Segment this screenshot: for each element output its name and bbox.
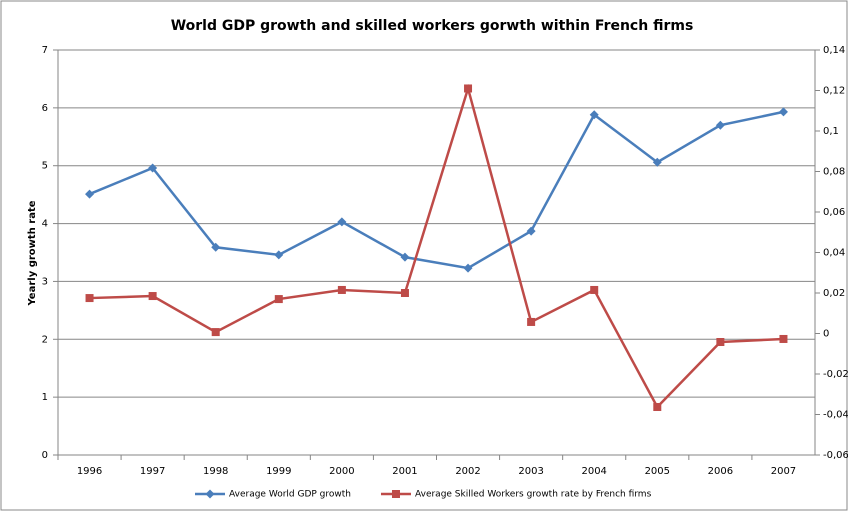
x-tick-label: 2004 bbox=[581, 466, 606, 477]
marker bbox=[652, 157, 662, 167]
marker bbox=[85, 294, 94, 303]
chart-title: World GDP growth and skilled workers gor… bbox=[171, 18, 694, 34]
y2-tick-label: 0,02 bbox=[823, 288, 845, 299]
series-line bbox=[89, 83, 784, 410]
y-tick-label: 7 bbox=[42, 45, 48, 56]
x-tick-label: 2001 bbox=[392, 466, 417, 477]
marker bbox=[274, 250, 284, 260]
marker bbox=[85, 189, 95, 199]
series-line bbox=[89, 110, 784, 270]
x-tick-label: 2007 bbox=[771, 466, 796, 477]
y2-tick-label: 0,14 bbox=[823, 45, 845, 56]
x-tick-label: 2002 bbox=[455, 466, 480, 477]
legend-label: Average World GDP growth bbox=[229, 490, 351, 500]
marker bbox=[526, 226, 536, 236]
y-tick-label: 6 bbox=[42, 103, 48, 114]
y2-tick-label: 0,06 bbox=[823, 207, 845, 218]
x-tick-label: 1998 bbox=[203, 466, 228, 477]
y-tick-label: 4 bbox=[42, 219, 48, 230]
marker bbox=[653, 403, 662, 412]
x-tick-label: 1999 bbox=[266, 466, 291, 477]
x-tick-label: 2003 bbox=[518, 466, 543, 477]
marker bbox=[211, 242, 221, 252]
y2-tick-label: 0,12 bbox=[823, 86, 845, 97]
x-tick-label: 2000 bbox=[329, 466, 354, 477]
marker bbox=[527, 317, 536, 326]
marker bbox=[778, 107, 788, 117]
y-tick-label: 5 bbox=[42, 161, 48, 172]
marker bbox=[463, 263, 473, 273]
marker bbox=[211, 328, 220, 337]
y-tick-label: 3 bbox=[42, 276, 48, 287]
marker bbox=[400, 252, 410, 262]
marker bbox=[148, 163, 158, 173]
marker bbox=[391, 490, 400, 498]
marker bbox=[337, 217, 347, 227]
y2-tick-label: 0,04 bbox=[823, 248, 845, 259]
y-tick-label: 0 bbox=[42, 450, 48, 461]
y-tick-label: 2 bbox=[42, 334, 48, 345]
marker bbox=[464, 84, 473, 93]
y-tick-label: 1 bbox=[42, 392, 48, 403]
y2-tick-label: 0,08 bbox=[823, 167, 845, 178]
marker bbox=[274, 295, 283, 304]
marker bbox=[590, 285, 599, 294]
y-axis-label: Yearly growth rate bbox=[27, 200, 38, 306]
marker bbox=[589, 110, 599, 120]
y2-tick-label: 0,1 bbox=[823, 126, 839, 137]
marker bbox=[400, 289, 409, 297]
marker bbox=[779, 334, 788, 343]
x-tick-label: 2006 bbox=[708, 466, 733, 477]
marker bbox=[715, 120, 725, 130]
marker bbox=[205, 489, 215, 499]
marker bbox=[716, 338, 725, 347]
marker bbox=[148, 292, 157, 301]
y2-tick-label: -0,02 bbox=[823, 369, 848, 380]
y2-tick-label: 0 bbox=[823, 329, 829, 340]
marker bbox=[337, 285, 346, 294]
x-tick-label: 1997 bbox=[140, 466, 165, 477]
y2-tick-label: -0,06 bbox=[823, 450, 848, 461]
y2-tick-label: -0,04 bbox=[823, 410, 848, 421]
x-tick-label: 1996 bbox=[77, 466, 102, 477]
legend-label: Average Skilled Workers growth rate by F… bbox=[415, 490, 652, 500]
x-tick-label: 2005 bbox=[645, 466, 670, 477]
